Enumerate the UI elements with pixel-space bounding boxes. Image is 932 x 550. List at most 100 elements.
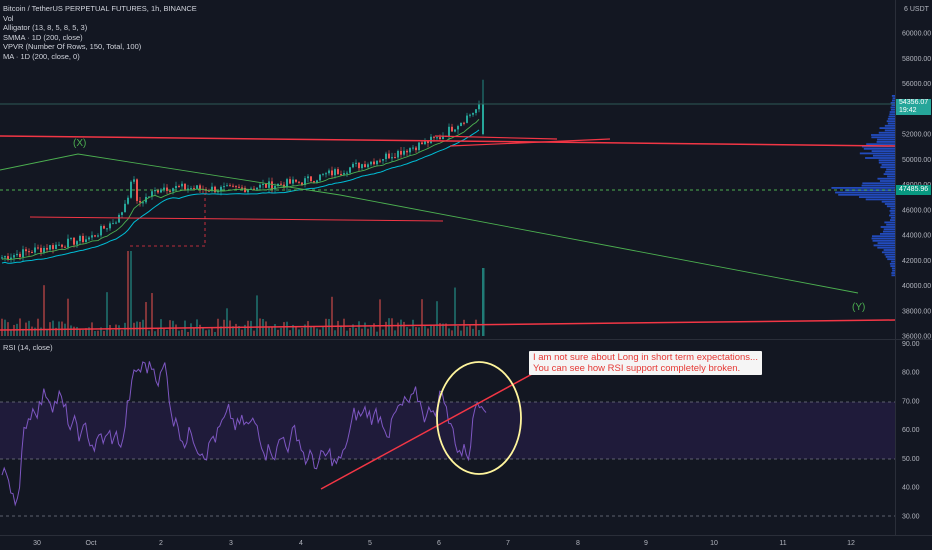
vpvr-row [884, 221, 895, 224]
candle-body [67, 238, 69, 248]
vpvr-row [890, 265, 895, 267]
candle-body [148, 196, 150, 198]
measure-dashed[interactable] [130, 194, 206, 247]
volume-bar [22, 328, 24, 336]
current-price-time: 19:42 [899, 107, 917, 114]
volume-bar [331, 296, 333, 336]
vpvr-row [881, 200, 895, 203]
wedge-lower-line[interactable] [449, 138, 611, 147]
volume-bar [482, 268, 485, 336]
wedge-upper-line[interactable] [434, 135, 558, 140]
vpvr-row [889, 262, 895, 265]
vpvr-row [884, 253, 895, 256]
vpvr-row [885, 170, 895, 173]
volume-bar [328, 318, 330, 336]
vpvr-row [883, 173, 895, 175]
vpvr-row [890, 207, 895, 210]
vpvr-row [889, 113, 895, 116]
volume-bar [118, 325, 120, 336]
time-tick: 11 [779, 540, 786, 547]
time-axis[interactable]: 30 Oct 2 3 4 5 6 7 8 9 10 11 12 [33, 540, 855, 547]
candle-body [349, 167, 351, 173]
candle-body [427, 140, 429, 144]
resistance-trendline[interactable] [0, 135, 896, 147]
candle-body [355, 162, 357, 164]
candle-body [121, 212, 123, 215]
time-tick: 3 [229, 540, 233, 547]
legend-vpvr[interactable]: VPVR (Number Of Rows, 150, Total, 100) [3, 42, 142, 52]
vpvr-row [890, 101, 895, 104]
indicators [1, 95, 895, 507]
candle-body [151, 191, 153, 197]
volume-bar [127, 251, 129, 336]
current-price-tag: 54356.07 19:42 [896, 99, 932, 115]
volume-bar [313, 326, 315, 336]
symbol-title[interactable]: Bitcoin / TetherUS PERPETUAL FUTURES, 1h… [3, 4, 197, 13]
candle-body [268, 181, 270, 188]
candle-body [457, 126, 459, 130]
candle-body [199, 185, 201, 189]
vpvr-row [891, 104, 895, 106]
support-line-mid[interactable] [29, 216, 444, 222]
annotation-note[interactable]: I am not sure about Long in short term e… [529, 351, 762, 375]
candle-body [319, 174, 321, 181]
volume-bar [349, 327, 351, 336]
legend-ma[interactable]: MA · 1D (200, close, 0) [3, 51, 80, 61]
legend-vol[interactable]: Vol [3, 13, 14, 23]
candle-body [253, 188, 255, 190]
candle-body [76, 241, 78, 245]
volume-bar [112, 329, 114, 336]
candle-body [367, 164, 369, 168]
legend-alligator[interactable]: Alligator (13, 8, 5, 8, 5, 3) [3, 23, 88, 33]
vpvr-row [890, 216, 895, 219]
candle-body [4, 256, 6, 258]
volume-bar [199, 324, 201, 336]
rsi-axis[interactable]: 80.00 70.00 60.00 50.00 40.00 30.00 [902, 370, 920, 521]
volume-bar [79, 328, 81, 336]
legend-smma[interactable]: SMMA · 1D (200, close) [3, 32, 83, 42]
volume-bar [352, 324, 354, 336]
volume-bar [307, 321, 309, 336]
vpvr-row [882, 230, 895, 233]
price-tick: 46000.00 [902, 207, 931, 214]
volume-bar [67, 298, 69, 336]
vpvr-row [892, 269, 895, 272]
vpvr-row [881, 251, 895, 254]
volume-bar [289, 330, 291, 336]
volume-bar [97, 330, 99, 336]
vpvr-row [888, 115, 895, 118]
price-tick: 38000.00 [902, 308, 931, 315]
volume-bar [409, 328, 411, 336]
rsi-legend[interactable]: RSI (14, close) [3, 343, 53, 352]
rsi-support-line[interactable] [320, 372, 535, 490]
candle-body [229, 185, 231, 187]
highlight-circle[interactable] [436, 361, 522, 475]
vpvr-row [890, 108, 895, 111]
candle-body [328, 170, 330, 174]
candle-body [232, 185, 234, 187]
vpvr-row [891, 272, 895, 274]
candle-body [439, 137, 441, 140]
wave-xy-line[interactable] [0, 153, 859, 294]
vpvr-row [865, 198, 895, 201]
volume-bar [211, 328, 213, 336]
candle-body [220, 186, 222, 192]
candle-body [394, 157, 396, 159]
volume-bar [388, 318, 390, 336]
support-line-bottom[interactable] [0, 319, 896, 331]
volume-bar [19, 318, 21, 336]
candle-body [178, 185, 180, 187]
volume-bar [178, 330, 180, 336]
candle-body [289, 179, 291, 184]
vpvr-row [877, 138, 895, 141]
volume-bar [55, 327, 57, 336]
vpvr-row [872, 239, 895, 242]
vpvr-row [879, 127, 895, 129]
vpvr-row [887, 122, 895, 125]
candle-body [292, 179, 294, 184]
vpvr-row [887, 258, 895, 261]
volume-bar [406, 327, 408, 336]
vpvr-row [865, 157, 895, 159]
volume-bar [292, 324, 294, 336]
volume-bar [379, 299, 381, 336]
